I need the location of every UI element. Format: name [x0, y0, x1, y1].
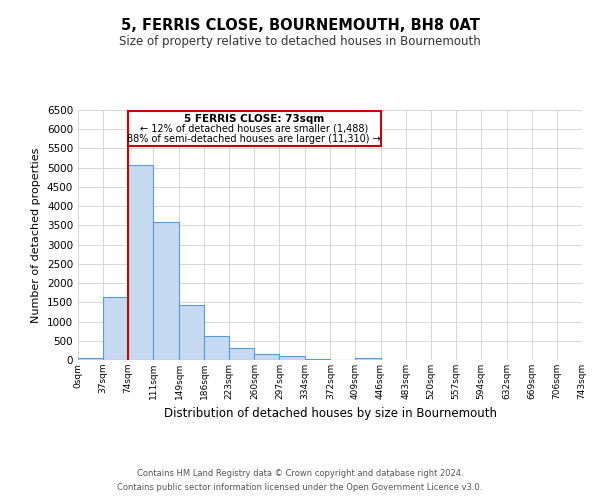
Bar — [355, 358, 380, 360]
Y-axis label: Number of detached properties: Number of detached properties — [31, 148, 41, 322]
Text: 5, FERRIS CLOSE, BOURNEMOUTH, BH8 0AT: 5, FERRIS CLOSE, BOURNEMOUTH, BH8 0AT — [121, 18, 479, 32]
Text: 5 FERRIS CLOSE: 73sqm: 5 FERRIS CLOSE: 73sqm — [184, 114, 325, 124]
Bar — [229, 348, 254, 360]
Bar — [280, 356, 305, 360]
Bar — [128, 164, 153, 360]
Bar — [179, 305, 204, 360]
Bar — [305, 359, 331, 360]
Bar — [78, 358, 103, 360]
Text: 88% of semi-detached houses are larger (11,310) →: 88% of semi-detached houses are larger (… — [127, 134, 381, 144]
Text: ← 12% of detached houses are smaller (1,488): ← 12% of detached houses are smaller (1,… — [140, 124, 368, 134]
Bar — [128, 111, 380, 146]
Bar — [153, 222, 179, 360]
Bar — [254, 354, 280, 360]
Text: Contains HM Land Registry data © Crown copyright and database right 2024.: Contains HM Land Registry data © Crown c… — [137, 468, 463, 477]
Text: Size of property relative to detached houses in Bournemouth: Size of property relative to detached ho… — [119, 35, 481, 48]
Text: Contains public sector information licensed under the Open Government Licence v3: Contains public sector information licen… — [118, 484, 482, 492]
Bar — [204, 336, 229, 360]
X-axis label: Distribution of detached houses by size in Bournemouth: Distribution of detached houses by size … — [163, 408, 497, 420]
Bar — [103, 296, 128, 360]
